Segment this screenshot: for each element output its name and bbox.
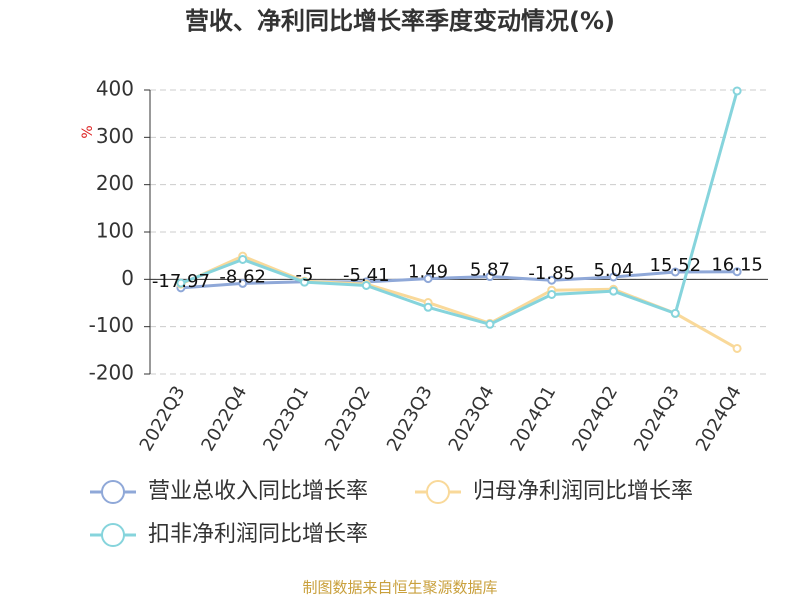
data-point <box>176 278 186 288</box>
data-label: 16.15 <box>711 255 763 276</box>
data-label: 1.49 <box>408 262 448 283</box>
data-point <box>670 308 680 318</box>
data-point <box>670 267 680 277</box>
y-tick-label: 300 <box>96 124 134 148</box>
data-point <box>485 319 495 329</box>
data-point <box>609 272 618 282</box>
x-tick-label: 2022Q3 <box>136 383 190 455</box>
series-line <box>180 90 739 326</box>
data-point <box>609 286 618 296</box>
legend-marker[interactable] <box>426 480 450 504</box>
x-tick-label: 2024Q1 <box>506 383 560 455</box>
legend-marker[interactable] <box>101 523 125 547</box>
y-tick-label: -100 <box>89 313 134 337</box>
data-point <box>732 267 742 277</box>
x-tick-label: 2023Q1 <box>259 383 313 455</box>
y-tick-label: 100 <box>96 219 134 243</box>
data-point <box>238 254 248 264</box>
data-point <box>485 272 495 282</box>
x-tick-label: 2024Q3 <box>630 383 684 455</box>
x-tick-label: 2024Q4 <box>692 383 746 455</box>
data-point <box>423 302 433 312</box>
data-point <box>547 275 557 285</box>
x-tick-label: 2022Q4 <box>197 383 251 455</box>
y-axis-label: % <box>80 125 96 138</box>
data-point <box>547 289 557 299</box>
x-tick-label: 2023Q4 <box>445 383 499 455</box>
data-label: -17.97 <box>152 271 210 292</box>
y-tick-label: 400 <box>96 77 134 101</box>
data-point <box>732 86 742 96</box>
data-point <box>238 278 248 288</box>
data-label: 5.87 <box>470 260 510 281</box>
y-tick-label: 0 <box>121 266 134 290</box>
legend-marker[interactable] <box>101 480 125 504</box>
chart-title: 营收、净利同比增长率季度变动情况(%) <box>185 7 615 35</box>
data-label: -5.41 <box>343 265 390 286</box>
y-tick-label: -200 <box>89 361 134 385</box>
x-tick-label: 2024Q2 <box>568 383 622 455</box>
series-line <box>180 270 738 290</box>
data-label: 5.04 <box>593 260 633 281</box>
data-label: 15.52 <box>650 255 702 276</box>
data-label: -8.62 <box>219 266 266 287</box>
source-note: 制图数据来自恒生聚源数据库 <box>302 579 497 597</box>
legend-label[interactable]: 营业总收入同比增长率 <box>148 479 368 504</box>
x-tick-label: 2023Q2 <box>321 383 375 455</box>
data-point <box>300 277 309 287</box>
data-label: -1.85 <box>528 263 575 284</box>
data-point <box>361 280 371 290</box>
data-label: -5 <box>296 265 314 286</box>
x-tick-label: 2023Q3 <box>383 383 437 455</box>
data-point <box>423 274 433 284</box>
legend-label[interactable]: 扣非净利润同比增长率 <box>148 522 368 547</box>
y-tick-label: 200 <box>96 171 134 195</box>
data-point <box>732 343 742 353</box>
legend-label[interactable]: 归母净利润同比增长率 <box>473 479 693 504</box>
